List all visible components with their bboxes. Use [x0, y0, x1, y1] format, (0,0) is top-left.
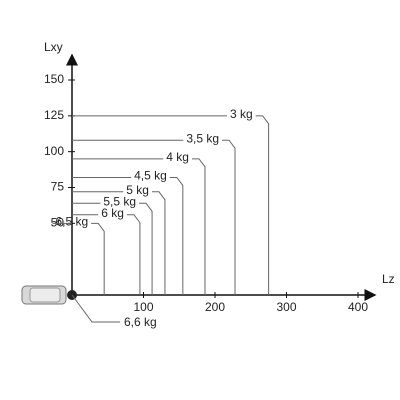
load-curve	[72, 214, 141, 295]
load-label: 4,5 kg	[134, 169, 167, 183]
origin-label: 6,6 kg	[124, 315, 157, 329]
x-tick-label: 200	[205, 300, 225, 314]
load-label: 5,5 kg	[103, 194, 136, 208]
y-tick-label: 100	[44, 144, 64, 158]
load-curve	[72, 158, 206, 295]
load-label: 6 kg	[101, 206, 124, 220]
y-tick-label: 50	[51, 216, 65, 230]
load-label: 3 kg	[230, 107, 253, 121]
x-tick-label: 300	[276, 300, 296, 314]
x-tick-label: 100	[133, 300, 153, 314]
y-axis-label: Lxy	[44, 40, 63, 54]
load-label: 5 kg	[126, 183, 149, 197]
load-curve	[72, 139, 236, 295]
x-axis-label: Lz	[382, 272, 395, 286]
y-tick-label: 125	[44, 108, 64, 122]
origin-leader	[71, 294, 120, 323]
y-tick-label: 75	[51, 180, 65, 194]
load-label: 3,5 kg	[186, 131, 219, 145]
gripper-icon	[21, 285, 77, 305]
x-tick-label: 400	[348, 300, 368, 314]
load-curve	[52, 222, 105, 295]
load-curve	[72, 202, 153, 295]
load-label: 6,5 kg	[55, 215, 88, 229]
y-tick-label: 150	[44, 72, 64, 86]
load-label: 4 kg	[166, 150, 189, 164]
load-curve	[72, 115, 270, 295]
load-curve	[72, 176, 184, 295]
load-curve	[72, 191, 166, 295]
